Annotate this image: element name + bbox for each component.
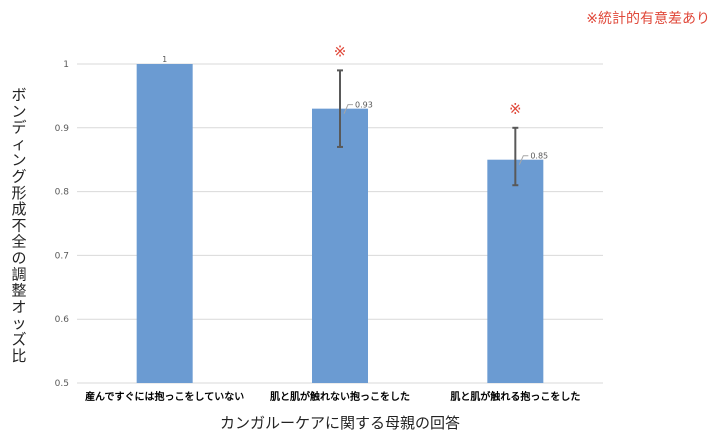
significance-mark-2: ※ — [509, 100, 522, 118]
bar-2 — [487, 159, 544, 383]
x-tick-label: 肌と肌が触れない抱っこをした — [270, 390, 410, 403]
y-tick-label: 0.9 — [55, 124, 70, 134]
bar-1 — [312, 108, 368, 383]
y-tick-label: 0.6 — [55, 315, 70, 325]
data-label-leader-2 — [518, 155, 529, 165]
bar-0 — [136, 64, 193, 383]
significance-note: ※統計的有意差あり — [586, 11, 710, 27]
x-axis-title: カンガルーケアに関する母親の回答 — [220, 414, 460, 432]
significance-mark-1: ※ — [334, 42, 347, 60]
data-label-2: 0.85 — [530, 152, 548, 161]
data-label-1: 0.93 — [355, 101, 373, 110]
y-tick-label: 0.7 — [55, 251, 69, 261]
y-axis-title: ボンディング形成不全の調整オッズ比 — [11, 86, 26, 365]
data-label-0: 1 — [162, 55, 167, 64]
x-tick-label: 産んですぐには抱っこをしていない — [85, 390, 244, 403]
y-tick-label: 0.8 — [55, 188, 70, 198]
data-label-leader-1 — [343, 104, 353, 114]
x-tick-label: 肌と肌が触れる抱っこをした — [450, 390, 580, 403]
y-tick-label: 0.5 — [55, 379, 69, 389]
y-tick-label: 1 — [63, 60, 69, 70]
